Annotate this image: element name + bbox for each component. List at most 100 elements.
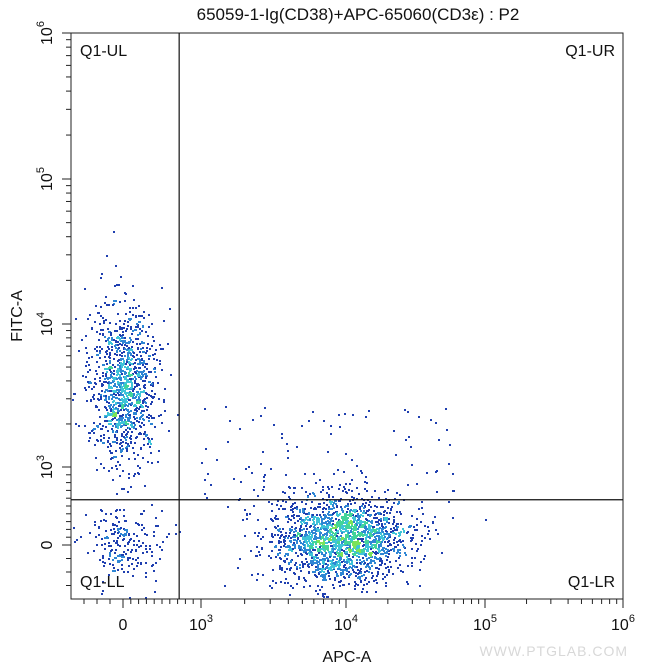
event-dot bbox=[130, 326, 132, 328]
x-tick-label: 103 bbox=[189, 613, 213, 634]
event-dot bbox=[116, 354, 118, 356]
event-dot bbox=[380, 553, 382, 555]
event-dot bbox=[337, 469, 339, 471]
event-dot bbox=[103, 434, 105, 436]
event-dot bbox=[323, 562, 325, 564]
event-dot bbox=[374, 544, 376, 546]
event-dot bbox=[325, 538, 327, 540]
event-dot bbox=[133, 368, 135, 370]
event-dot bbox=[296, 540, 298, 542]
event-dot bbox=[334, 500, 336, 502]
event-dot bbox=[136, 385, 138, 387]
event-dot bbox=[290, 548, 292, 550]
event-dot bbox=[111, 367, 113, 369]
event-dot bbox=[164, 388, 166, 390]
event-dot bbox=[287, 537, 289, 539]
event-dot bbox=[153, 340, 155, 342]
event-dot bbox=[115, 431, 117, 433]
event-dot bbox=[381, 562, 383, 564]
event-dot bbox=[385, 530, 387, 532]
event-dot bbox=[331, 517, 333, 519]
event-dot bbox=[124, 529, 126, 531]
event-dot bbox=[129, 597, 131, 599]
event-dot bbox=[356, 566, 358, 568]
event-dot bbox=[294, 507, 296, 509]
event-dot bbox=[332, 536, 334, 538]
event-dot bbox=[99, 346, 101, 348]
event-dot bbox=[137, 465, 139, 467]
event-dot bbox=[95, 383, 97, 385]
event-dot bbox=[121, 433, 123, 435]
event-dot bbox=[340, 574, 342, 576]
event-dot bbox=[319, 549, 321, 551]
event-dot bbox=[339, 522, 341, 524]
event-dot bbox=[352, 537, 354, 539]
event-dot bbox=[368, 581, 370, 583]
event-dot bbox=[369, 568, 371, 570]
event-dot bbox=[116, 439, 118, 441]
event-dot bbox=[119, 365, 121, 367]
event-dot bbox=[140, 562, 142, 564]
event-dot bbox=[373, 580, 375, 582]
event-dot bbox=[115, 510, 117, 512]
event-dot bbox=[147, 461, 149, 463]
event-dot bbox=[161, 287, 163, 289]
plot-frame bbox=[70, 32, 624, 600]
event-dot bbox=[168, 533, 170, 535]
y-tick-label: 104 bbox=[35, 312, 56, 336]
event-dot bbox=[113, 408, 115, 410]
event-dot bbox=[137, 358, 139, 360]
event-dot bbox=[124, 340, 126, 342]
event-dot bbox=[300, 542, 302, 544]
event-dot bbox=[117, 412, 119, 414]
event-dot bbox=[368, 536, 370, 538]
event-dot bbox=[110, 423, 112, 425]
event-dot bbox=[359, 570, 361, 572]
event-dot bbox=[420, 521, 422, 523]
event-dot bbox=[305, 525, 307, 527]
event-dot bbox=[321, 525, 323, 527]
event-dot bbox=[308, 549, 310, 551]
event-dot bbox=[136, 323, 138, 325]
event-dot bbox=[109, 555, 111, 557]
event-dot bbox=[145, 376, 147, 378]
event-dot bbox=[98, 526, 100, 528]
event-dot bbox=[127, 542, 129, 544]
event-dot bbox=[103, 364, 105, 366]
event-dot bbox=[277, 534, 279, 536]
event-dot bbox=[290, 509, 292, 511]
event-dot bbox=[396, 541, 398, 543]
event-dot bbox=[121, 421, 123, 423]
event-dot bbox=[319, 506, 321, 508]
event-dot bbox=[343, 576, 345, 578]
event-dot bbox=[384, 563, 386, 565]
event-dot bbox=[407, 531, 409, 533]
event-dot bbox=[339, 513, 341, 515]
event-dot bbox=[449, 444, 451, 446]
event-dot bbox=[354, 524, 356, 526]
event-dot bbox=[365, 538, 367, 540]
event-dot bbox=[134, 424, 136, 426]
event-dot bbox=[130, 486, 132, 488]
event-dot bbox=[145, 435, 147, 437]
event-dot bbox=[292, 544, 294, 546]
event-dot bbox=[117, 313, 119, 315]
event-dot bbox=[387, 545, 389, 547]
event-dot bbox=[287, 515, 289, 517]
event-dot bbox=[392, 573, 394, 575]
event-dot bbox=[89, 432, 91, 434]
event-dot bbox=[116, 284, 118, 286]
event-dot bbox=[452, 517, 454, 519]
event-dot bbox=[135, 437, 137, 439]
event-dot bbox=[216, 459, 218, 461]
event-dot bbox=[300, 570, 302, 572]
chart-title: 65059-1-Ig(CD38)+APC-65060(CD3ε) : P2 bbox=[197, 5, 520, 24]
event-dot bbox=[84, 425, 86, 427]
event-dot bbox=[367, 563, 369, 565]
event-dot bbox=[341, 544, 343, 546]
event-dot bbox=[161, 369, 163, 371]
event-dot bbox=[170, 374, 172, 376]
event-dot bbox=[376, 506, 378, 508]
event-dot bbox=[416, 529, 418, 531]
event-dot bbox=[306, 522, 308, 524]
